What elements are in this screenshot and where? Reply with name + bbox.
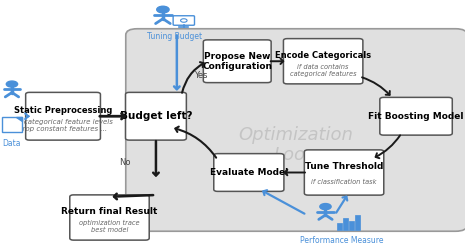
FancyBboxPatch shape — [304, 150, 384, 195]
Text: Data: Data — [3, 139, 21, 148]
Circle shape — [6, 81, 18, 87]
FancyBboxPatch shape — [2, 117, 22, 132]
Text: No: No — [119, 158, 130, 167]
FancyBboxPatch shape — [26, 92, 100, 140]
Bar — [355, 215, 360, 230]
Text: Fit Boosting Model: Fit Boosting Model — [368, 112, 464, 121]
Text: Tuning Budget: Tuning Budget — [147, 32, 202, 42]
Text: fix categorical feature levels
drop constant features ...: fix categorical feature levels drop cons… — [13, 119, 113, 132]
Bar — [337, 222, 342, 230]
Text: Encode Categoricals: Encode Categoricals — [275, 51, 371, 60]
Text: Propose New
Configuration: Propose New Configuration — [202, 52, 272, 71]
Polygon shape — [16, 117, 22, 121]
FancyBboxPatch shape — [380, 97, 452, 135]
Text: Return final Result: Return final Result — [61, 207, 158, 216]
Text: Static Preprocessing: Static Preprocessing — [14, 106, 112, 114]
Text: Optimization
Loop: Optimization Loop — [238, 126, 353, 164]
Text: Performance Measure: Performance Measure — [300, 236, 383, 245]
Bar — [343, 218, 348, 230]
Text: optimization trace
best model: optimization trace best model — [79, 220, 140, 233]
Text: Budget left?: Budget left? — [120, 111, 192, 121]
Text: if data contains
categorical features: if data contains categorical features — [290, 64, 356, 77]
Circle shape — [320, 204, 331, 210]
FancyBboxPatch shape — [126, 29, 467, 231]
FancyBboxPatch shape — [214, 154, 284, 192]
FancyBboxPatch shape — [283, 39, 363, 84]
FancyBboxPatch shape — [126, 92, 186, 140]
FancyBboxPatch shape — [173, 16, 194, 25]
Text: Yes: Yes — [194, 71, 208, 80]
Text: Evaluate Model: Evaluate Model — [210, 168, 288, 177]
Bar — [349, 220, 354, 230]
Text: Tune Threshold: Tune Threshold — [305, 162, 383, 171]
FancyBboxPatch shape — [203, 40, 271, 82]
FancyBboxPatch shape — [70, 195, 149, 240]
Text: if classification task: if classification task — [311, 178, 377, 184]
Circle shape — [157, 6, 169, 13]
